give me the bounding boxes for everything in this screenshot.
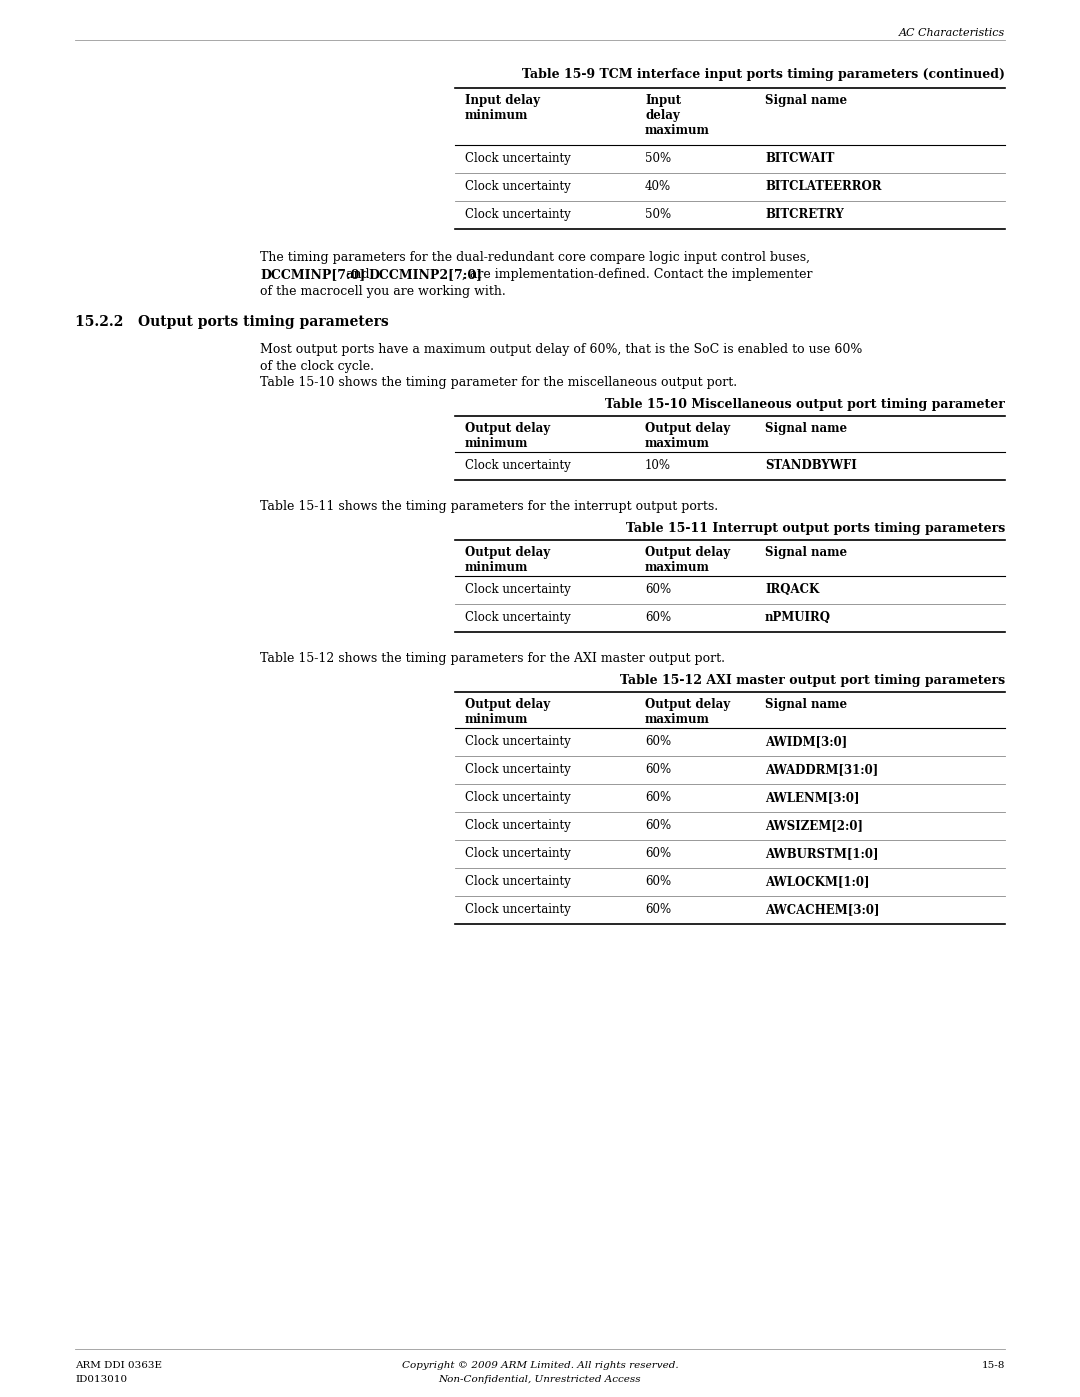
Text: 60%: 60% [645, 583, 671, 597]
Text: BITCWAIT: BITCWAIT [765, 152, 835, 165]
Text: AWBURSTM[1:0]: AWBURSTM[1:0] [765, 847, 878, 861]
Text: ID013010: ID013010 [75, 1375, 127, 1384]
Text: 60%: 60% [645, 763, 671, 775]
Text: Copyright © 2009 ARM Limited. All rights reserved.: Copyright © 2009 ARM Limited. All rights… [402, 1361, 678, 1370]
Text: 60%: 60% [645, 735, 671, 747]
Text: Output delay
maximum: Output delay maximum [645, 422, 730, 450]
Text: Input
delay
maximum: Input delay maximum [645, 94, 710, 137]
Text: 40%: 40% [645, 180, 671, 193]
Text: 15.2.2   Output ports timing parameters: 15.2.2 Output ports timing parameters [75, 314, 389, 330]
Text: nPMUIRQ: nPMUIRQ [765, 610, 831, 624]
Text: AC Characteristics: AC Characteristics [899, 28, 1005, 38]
Text: 50%: 50% [645, 208, 671, 221]
Text: Signal name: Signal name [765, 422, 847, 434]
Text: Table 15-12 AXI master output port timing parameters: Table 15-12 AXI master output port timin… [620, 673, 1005, 687]
Text: Input delay
minimum: Input delay minimum [465, 94, 540, 122]
Text: BITCRETRY: BITCRETRY [765, 208, 843, 221]
Text: 60%: 60% [645, 819, 671, 833]
Text: The timing parameters for the dual-redundant core compare logic input control bu: The timing parameters for the dual-redun… [260, 251, 810, 264]
Text: AWCACHEM[3:0]: AWCACHEM[3:0] [765, 902, 879, 916]
Text: Clock uncertainty: Clock uncertainty [465, 583, 570, 597]
Text: AWLENM[3:0]: AWLENM[3:0] [765, 791, 860, 805]
Text: Table 15-11 shows the timing parameters for the interrupt output ports.: Table 15-11 shows the timing parameters … [260, 500, 718, 513]
Text: 60%: 60% [645, 610, 671, 624]
Text: AWLOCKM[1:0]: AWLOCKM[1:0] [765, 875, 869, 888]
Text: AWIDM[3:0]: AWIDM[3:0] [765, 735, 847, 747]
Text: Table 15-9 TCM interface input ports timing parameters (continued): Table 15-9 TCM interface input ports tim… [522, 68, 1005, 81]
Text: Output delay
minimum: Output delay minimum [465, 698, 550, 726]
Text: Output delay
minimum: Output delay minimum [465, 546, 550, 574]
Text: AWADDRM[31:0]: AWADDRM[31:0] [765, 763, 878, 775]
Text: Clock uncertainty: Clock uncertainty [465, 152, 570, 165]
Text: Clock uncertainty: Clock uncertainty [465, 791, 570, 805]
Text: IRQACK: IRQACK [765, 583, 820, 597]
Text: Table 15-10 shows the timing parameter for the miscellaneous output port.: Table 15-10 shows the timing parameter f… [260, 376, 738, 388]
Text: 50%: 50% [645, 152, 671, 165]
Text: BITCLATEERROR: BITCLATEERROR [765, 180, 881, 193]
Text: of the macrocell you are working with.: of the macrocell you are working with. [260, 285, 505, 298]
Text: Clock uncertainty: Clock uncertainty [465, 875, 570, 888]
Text: Clock uncertainty: Clock uncertainty [465, 460, 570, 472]
Text: , are implementation-defined. Contact the implementer: , are implementation-defined. Contact th… [462, 268, 812, 281]
Text: Clock uncertainty: Clock uncertainty [465, 819, 570, 833]
Text: AWSIZEM[2:0]: AWSIZEM[2:0] [765, 819, 863, 833]
Text: Table 15-12 shows the timing parameters for the AXI master output port.: Table 15-12 shows the timing parameters … [260, 652, 725, 665]
Text: Table 15-11 Interrupt output ports timing parameters: Table 15-11 Interrupt output ports timin… [625, 522, 1005, 535]
Text: Clock uncertainty: Clock uncertainty [465, 735, 570, 747]
Text: and: and [342, 268, 374, 281]
Text: 60%: 60% [645, 875, 671, 888]
Text: STANDBYWFI: STANDBYWFI [765, 460, 856, 472]
Text: Clock uncertainty: Clock uncertainty [465, 763, 570, 775]
Text: 60%: 60% [645, 847, 671, 861]
Text: 60%: 60% [645, 902, 671, 916]
Text: Table 15-10 Miscellaneous output port timing parameter: Table 15-10 Miscellaneous output port ti… [605, 398, 1005, 411]
Text: Output delay
minimum: Output delay minimum [465, 422, 550, 450]
Text: Signal name: Signal name [765, 546, 847, 559]
Text: Signal name: Signal name [765, 94, 847, 108]
Text: 60%: 60% [645, 791, 671, 805]
Text: Clock uncertainty: Clock uncertainty [465, 902, 570, 916]
Text: ARM DDI 0363E: ARM DDI 0363E [75, 1361, 162, 1370]
Text: DCCMINP2[7:0]: DCCMINP2[7:0] [368, 268, 482, 281]
Text: of the clock cycle.: of the clock cycle. [260, 360, 374, 373]
Text: Signal name: Signal name [765, 698, 847, 711]
Text: Most output ports have a maximum output delay of 60%, that is the SoC is enabled: Most output ports have a maximum output … [260, 344, 862, 356]
Text: Clock uncertainty: Clock uncertainty [465, 208, 570, 221]
Text: 10%: 10% [645, 460, 671, 472]
Text: Output delay
maximum: Output delay maximum [645, 698, 730, 726]
Text: DCCMINP[7:0]: DCCMINP[7:0] [260, 268, 365, 281]
Text: Non-Confidential, Unrestricted Access: Non-Confidential, Unrestricted Access [438, 1375, 642, 1384]
Text: 15-8: 15-8 [982, 1361, 1005, 1370]
Text: Output delay
maximum: Output delay maximum [645, 546, 730, 574]
Text: Clock uncertainty: Clock uncertainty [465, 180, 570, 193]
Text: Clock uncertainty: Clock uncertainty [465, 610, 570, 624]
Text: Clock uncertainty: Clock uncertainty [465, 847, 570, 861]
